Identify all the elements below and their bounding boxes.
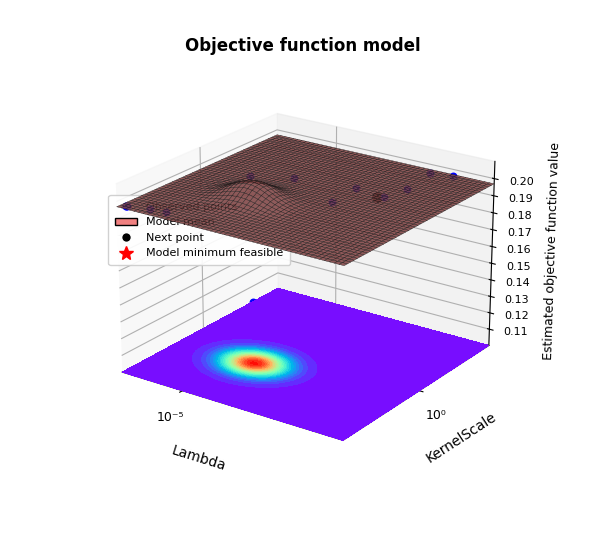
Legend: Observed points, Model mean, Next point, Model minimum feasible: Observed points, Model mean, Next point,… (109, 195, 290, 265)
Y-axis label: KernelScale: KernelScale (424, 410, 499, 465)
Title: Objective function model: Objective function model (185, 37, 420, 55)
X-axis label: Lambda: Lambda (169, 443, 227, 474)
